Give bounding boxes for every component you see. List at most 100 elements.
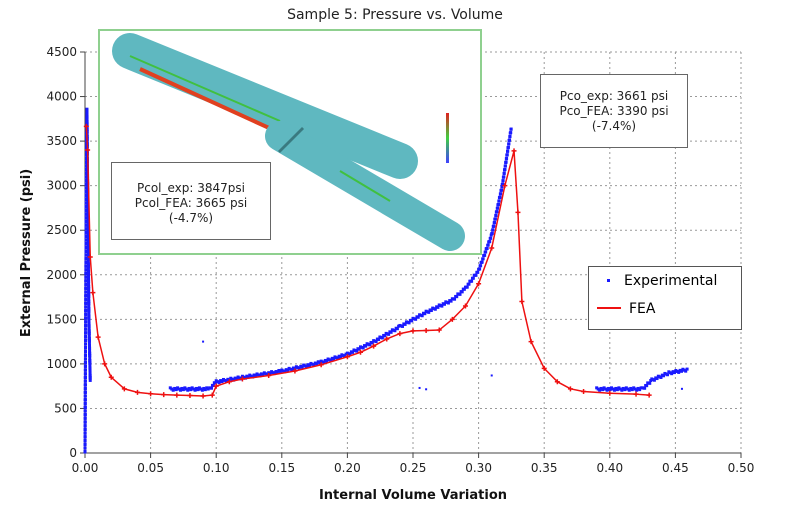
fea-point bbox=[528, 339, 534, 345]
experimental-point bbox=[84, 204, 88, 208]
experimental-point bbox=[84, 256, 88, 260]
experimental-point bbox=[502, 171, 506, 175]
x-tick-label: 0.10 bbox=[203, 461, 230, 475]
experimental-point bbox=[220, 380, 224, 384]
experimental-point bbox=[433, 307, 437, 311]
pipe-model-illustration bbox=[112, 33, 465, 251]
experimental-point bbox=[88, 351, 92, 355]
experimental-point bbox=[601, 388, 605, 392]
experimental-point bbox=[474, 273, 478, 277]
experimental-point bbox=[87, 344, 91, 348]
experimental-point bbox=[83, 383, 87, 387]
fea-point bbox=[121, 386, 127, 392]
experimental-point bbox=[672, 371, 676, 375]
experimental-point bbox=[652, 378, 656, 382]
experimental-point bbox=[87, 274, 91, 278]
experimental-point bbox=[84, 219, 88, 223]
experimental-point bbox=[88, 346, 92, 350]
experimental-point bbox=[509, 127, 513, 131]
experimental-point bbox=[86, 193, 90, 197]
experimental-point bbox=[84, 345, 88, 349]
experimental-point bbox=[87, 321, 91, 325]
experimental-point bbox=[87, 287, 91, 291]
experimental-point bbox=[84, 264, 88, 268]
experimental-point bbox=[84, 234, 88, 238]
experimental-point bbox=[460, 290, 464, 294]
experimental-point bbox=[261, 373, 265, 377]
experimental-point bbox=[86, 217, 90, 221]
fea-point bbox=[134, 389, 140, 395]
experimental-point bbox=[87, 314, 91, 318]
experimental-point bbox=[85, 107, 89, 111]
experimental-point bbox=[88, 371, 92, 375]
experimental-point bbox=[499, 192, 503, 196]
experimental-point bbox=[300, 365, 304, 369]
y-tick-label: 2500 bbox=[46, 223, 77, 237]
x-tick-label: 0.15 bbox=[268, 461, 295, 475]
experimental-point bbox=[505, 153, 509, 157]
experimental-point bbox=[86, 212, 90, 216]
x-tick-label: 0.30 bbox=[465, 461, 492, 475]
fea-point bbox=[436, 327, 442, 333]
experimental-point bbox=[425, 388, 428, 391]
experimental-point bbox=[608, 388, 612, 392]
experimental-point bbox=[370, 341, 374, 345]
experimental-point bbox=[489, 236, 493, 240]
experimental-point bbox=[504, 160, 508, 164]
fea-point bbox=[423, 327, 429, 333]
experimental-point bbox=[83, 368, 87, 372]
experimental-point bbox=[393, 329, 397, 333]
y-tick-label: 3000 bbox=[46, 179, 77, 193]
experimental-point bbox=[645, 384, 649, 388]
experimental-point bbox=[480, 260, 484, 264]
experimental-point bbox=[200, 388, 204, 392]
experimental-point bbox=[84, 323, 88, 327]
experimental-point bbox=[86, 235, 90, 239]
experimental-point bbox=[329, 359, 333, 363]
experimental-point bbox=[290, 368, 294, 372]
experimental-point bbox=[643, 386, 647, 390]
fea-point bbox=[371, 343, 377, 349]
experimental-point bbox=[88, 378, 92, 382]
fea-point bbox=[187, 393, 193, 399]
experimental-point bbox=[88, 376, 92, 380]
experimental-point bbox=[86, 190, 90, 194]
experimental-point bbox=[87, 301, 91, 305]
legend-item-fea: FEA bbox=[597, 301, 655, 317]
fea-point bbox=[95, 334, 101, 340]
experimental-point bbox=[86, 237, 90, 241]
experimental-point bbox=[86, 225, 90, 229]
experimental-point bbox=[305, 365, 309, 369]
experimental-point bbox=[84, 334, 88, 338]
experimental-point bbox=[670, 372, 674, 376]
experimental-point bbox=[84, 242, 88, 246]
experimental-point bbox=[84, 282, 88, 286]
y-tick-label: 1500 bbox=[46, 312, 77, 326]
experimental-point bbox=[380, 336, 384, 340]
experimental-point bbox=[685, 367, 689, 371]
experimental-point bbox=[87, 292, 91, 296]
experimental-point bbox=[679, 369, 683, 373]
experimental-point bbox=[325, 359, 329, 363]
experimental-point bbox=[471, 276, 475, 280]
experimental-point bbox=[84, 245, 88, 249]
experimental-point bbox=[84, 305, 88, 309]
fea-point bbox=[607, 390, 613, 396]
experimental-point bbox=[307, 364, 311, 368]
experimental-point bbox=[86, 227, 90, 231]
experimental-point bbox=[268, 372, 272, 376]
experimental-point bbox=[84, 327, 88, 331]
fea-point bbox=[397, 331, 403, 337]
experimental-point bbox=[479, 264, 483, 268]
experimental-point bbox=[84, 286, 88, 290]
experimental-point bbox=[503, 167, 507, 171]
experimental-point bbox=[506, 145, 510, 149]
experimental-point bbox=[648, 381, 652, 385]
propagation-pressure-annotation: Pco_exp: 3661 psi Pco_FEA: 3390 psi (-7.… bbox=[540, 74, 688, 148]
experimental-point bbox=[86, 200, 90, 204]
experimental-point bbox=[389, 330, 393, 334]
experimental-point bbox=[84, 331, 88, 335]
experimental-point bbox=[484, 250, 488, 254]
experimental-point bbox=[83, 386, 87, 390]
experimental-point bbox=[418, 386, 421, 389]
